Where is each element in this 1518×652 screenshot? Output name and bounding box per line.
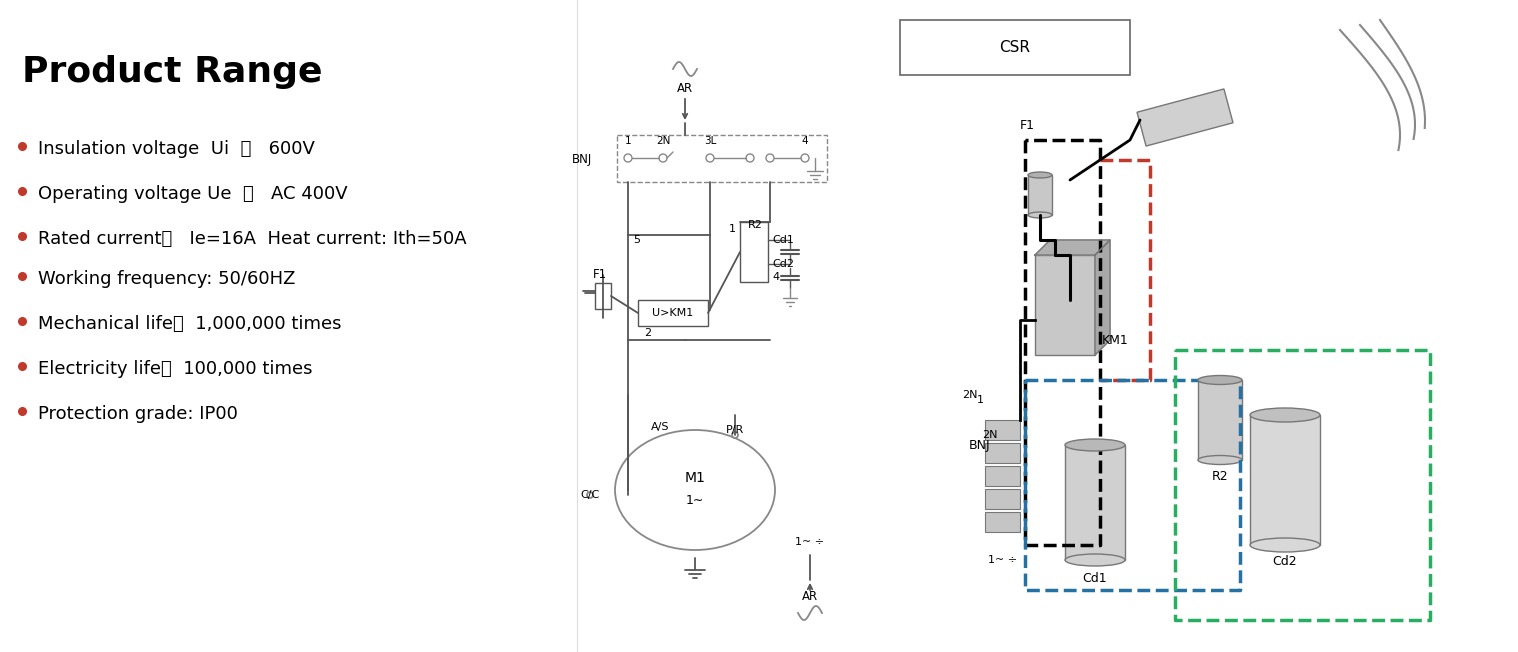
Text: 4: 4	[802, 136, 808, 146]
Ellipse shape	[1066, 554, 1125, 566]
Text: Product Range: Product Range	[21, 55, 322, 89]
Text: R2: R2	[1211, 470, 1228, 483]
Ellipse shape	[1028, 212, 1052, 218]
Text: 1: 1	[976, 395, 984, 405]
Text: P/R: P/R	[726, 425, 744, 435]
Bar	[985, 443, 1020, 463]
Circle shape	[732, 432, 738, 438]
Text: U>KM1: U>KM1	[653, 308, 694, 318]
Bar	[1028, 175, 1052, 215]
Circle shape	[659, 154, 666, 162]
Ellipse shape	[1198, 456, 1242, 464]
Text: BNJ: BNJ	[572, 153, 592, 166]
Ellipse shape	[1028, 172, 1052, 178]
Text: 2: 2	[645, 328, 651, 338]
Text: AR: AR	[802, 590, 818, 603]
Text: BNJ: BNJ	[968, 439, 990, 451]
Text: A/S: A/S	[651, 422, 669, 432]
Text: KM1: KM1	[1102, 334, 1129, 346]
Bar	[985, 420, 1020, 440]
Bar	[616, 135, 827, 182]
Bar	[1035, 255, 1094, 355]
Text: Cd2: Cd2	[1272, 555, 1298, 568]
Text: Cd2: Cd2	[773, 259, 794, 269]
Text: F1: F1	[594, 268, 607, 281]
Bar	[985, 512, 1020, 532]
Bar	[985, 489, 1020, 509]
Text: 2N: 2N	[982, 430, 997, 440]
Ellipse shape	[1198, 376, 1242, 385]
Text: 2N: 2N	[962, 390, 978, 400]
Text: 1: 1	[729, 224, 736, 234]
Ellipse shape	[1249, 538, 1321, 552]
Text: Electricity life＞  100,000 times: Electricity life＞ 100,000 times	[38, 360, 313, 378]
Ellipse shape	[1066, 439, 1125, 451]
Text: 2N: 2N	[656, 136, 669, 146]
Bar	[595, 283, 612, 309]
Bar	[985, 466, 1020, 486]
Text: 3L: 3L	[704, 136, 716, 146]
Bar	[638, 300, 707, 326]
Text: AR: AR	[677, 82, 694, 95]
Text: Cd1: Cd1	[1082, 572, 1107, 585]
Ellipse shape	[1249, 408, 1321, 422]
Circle shape	[745, 154, 754, 162]
Circle shape	[706, 154, 713, 162]
Text: Cd1: Cd1	[773, 235, 794, 245]
Text: Working frequency: 50/60HZ: Working frequency: 50/60HZ	[38, 270, 296, 288]
Text: R2: R2	[748, 220, 764, 230]
Circle shape	[802, 154, 809, 162]
Bar	[1066, 445, 1125, 560]
Polygon shape	[1035, 240, 1110, 255]
Text: 1~ ÷: 1~ ÷	[988, 555, 1017, 565]
Text: Mechanical life＞  1,000,000 times: Mechanical life＞ 1,000,000 times	[38, 315, 342, 333]
Text: Operating voltage Ue  ：   AC 400V: Operating voltage Ue ： AC 400V	[38, 185, 348, 203]
Text: CSR: CSR	[999, 40, 1031, 55]
Text: 1~ ÷: 1~ ÷	[795, 537, 824, 547]
Text: 1: 1	[625, 136, 631, 146]
Bar	[900, 20, 1129, 75]
Text: Protection grade: IP00: Protection grade: IP00	[38, 405, 238, 423]
Text: M1: M1	[685, 471, 706, 485]
Text: 1∼: 1∼	[686, 494, 704, 507]
Text: Insulation voltage  Ui  ：   600V: Insulation voltage Ui ： 600V	[38, 140, 314, 158]
Text: 5: 5	[633, 235, 641, 245]
Circle shape	[624, 154, 631, 162]
Circle shape	[767, 154, 774, 162]
Circle shape	[587, 492, 594, 498]
Bar	[1198, 380, 1242, 460]
Text: Rated current：   Ie=16A  Heat current: Ith=50A: Rated current： Ie=16A Heat current: Ith=…	[38, 230, 466, 248]
Text: 4: 4	[773, 272, 779, 282]
Polygon shape	[1094, 240, 1110, 355]
Bar	[1137, 89, 1233, 146]
Bar	[739, 222, 768, 282]
Text: C/C: C/C	[580, 490, 600, 500]
Text: F1: F1	[1020, 119, 1035, 132]
Bar	[1249, 415, 1321, 545]
